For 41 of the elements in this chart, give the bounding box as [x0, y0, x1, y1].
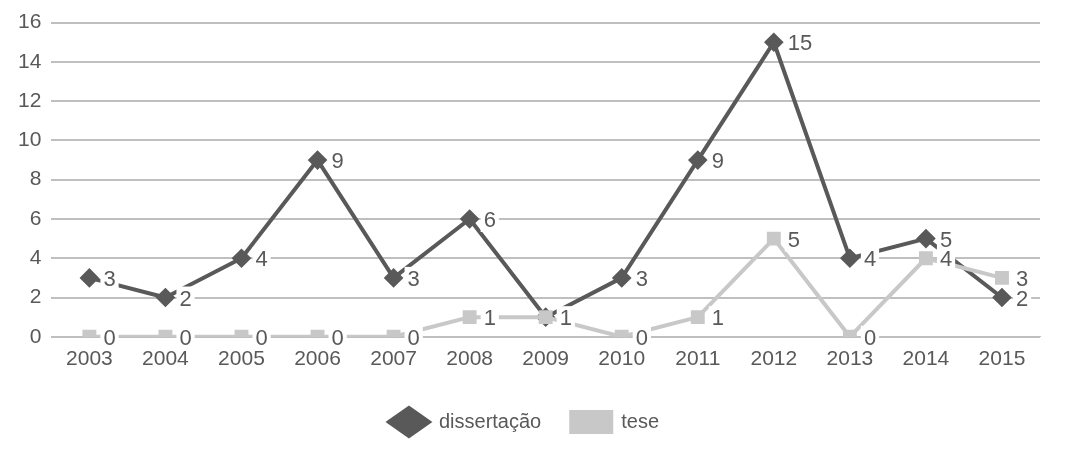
data-label: 9 — [331, 148, 344, 174]
x-tick-label: 2012 — [750, 346, 798, 370]
data-label: 0 — [863, 324, 877, 350]
data-label: 0 — [635, 324, 648, 350]
x-tick-label: 2008 — [446, 346, 493, 370]
data-label: 4 — [863, 246, 877, 272]
y-tick-label: 16 — [18, 9, 42, 33]
legend-label: dissertação — [438, 409, 542, 432]
data-label: 0 — [179, 324, 192, 350]
data-label: 3 — [635, 265, 648, 291]
y-tick-label: 2 — [29, 284, 42, 308]
y-tick-label: 14 — [18, 48, 42, 72]
y-tick-label: 6 — [29, 205, 42, 229]
data-label: 3 — [103, 265, 116, 291]
data-label: 6 — [483, 207, 496, 233]
y-tick-label: 12 — [18, 87, 42, 111]
data-label: 4 — [255, 246, 268, 272]
data-label: 15 — [787, 30, 813, 56]
data-label: 2 — [1015, 285, 1029, 311]
data-label: 4 — [939, 246, 953, 272]
x-tick-label: 2015 — [978, 346, 1026, 370]
x-tick-label: 2009 — [522, 346, 570, 370]
data-label: 0 — [407, 324, 420, 350]
x-tick-label: 2011 — [675, 346, 721, 370]
data-label: 3 — [407, 265, 420, 291]
y-tick-label: 10 — [18, 127, 42, 151]
data-label: 1 — [483, 305, 496, 331]
data-label: 1 — [711, 305, 725, 331]
legend-label: tese — [621, 409, 660, 432]
data-label: 9 — [711, 148, 725, 174]
data-label: 0 — [103, 324, 116, 350]
data-label: 5 — [939, 226, 953, 252]
y-tick-label: 8 — [29, 166, 42, 190]
data-label: 1 — [559, 305, 572, 331]
data-label: 0 — [331, 324, 344, 350]
x-tick-label: 2014 — [902, 346, 950, 370]
y-tick-label: 0 — [29, 323, 42, 347]
data-label: 0 — [255, 324, 268, 350]
data-label: 5 — [787, 226, 801, 252]
data-label: 2 — [179, 285, 192, 311]
y-tick-label: 4 — [29, 245, 42, 269]
